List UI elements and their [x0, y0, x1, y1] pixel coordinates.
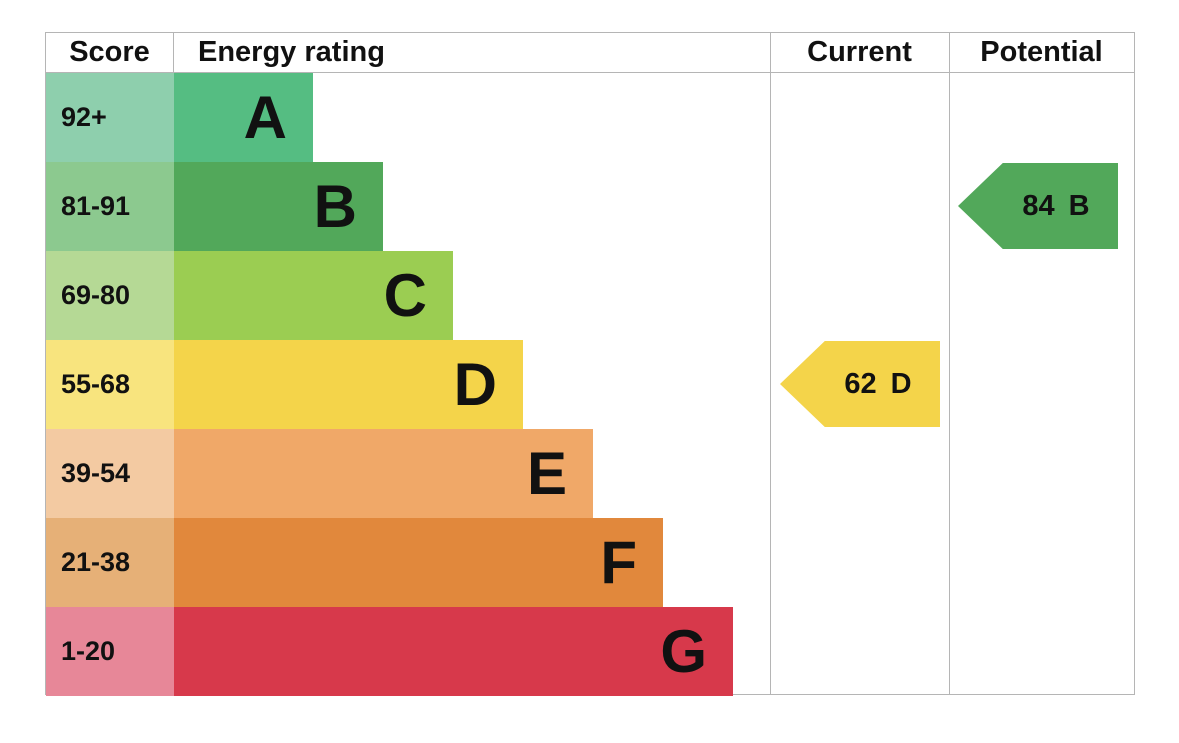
score-column-header: Score — [46, 33, 174, 72]
score-range-g: 1-20 — [46, 607, 174, 696]
chart-header-row: Score Energy rating Current Potential — [46, 33, 1134, 73]
current-rating-band: D — [890, 367, 912, 400]
band-row-c: 69-80 C — [46, 251, 1134, 340]
score-range-b: 81-91 — [46, 162, 174, 251]
band-row-a: 92+ A — [46, 73, 1134, 162]
score-range-a: 92+ — [46, 73, 174, 162]
band-bar-g: G — [174, 607, 733, 696]
score-range-e: 39-54 — [46, 429, 174, 518]
score-range-d: 55-68 — [46, 340, 174, 429]
band-bar-f: F — [174, 518, 663, 607]
energy-rating-column-header: Energy rating — [198, 36, 385, 68]
band-row-d: 55-68 D — [46, 340, 1134, 429]
current-rating-value: 62 — [844, 367, 877, 400]
band-bar-a: A — [174, 73, 313, 162]
band-row-e: 39-54 E — [46, 429, 1134, 518]
potential-rating-band: B — [1068, 189, 1090, 222]
band-bar-b: B — [174, 162, 383, 251]
band-bar-d: D — [174, 340, 523, 429]
potential-column-divider — [949, 33, 950, 694]
band-bar-e: E — [174, 429, 593, 518]
current-column-divider — [770, 33, 771, 694]
band-bar-c: C — [174, 251, 453, 340]
epc-rating-chart: Score Energy rating Current Potential 92… — [45, 32, 1135, 696]
current-column-header: Current — [807, 36, 912, 68]
band-row-f: 21-38 F — [46, 518, 1134, 607]
potential-rating-value: 84 — [1022, 189, 1055, 222]
band-row-g: 1-20 G — [46, 607, 1134, 696]
score-range-f: 21-38 — [46, 518, 174, 607]
potential-column-header: Potential — [980, 36, 1103, 68]
score-range-c: 69-80 — [46, 251, 174, 340]
band-row-b: 81-91 B — [46, 162, 1134, 251]
